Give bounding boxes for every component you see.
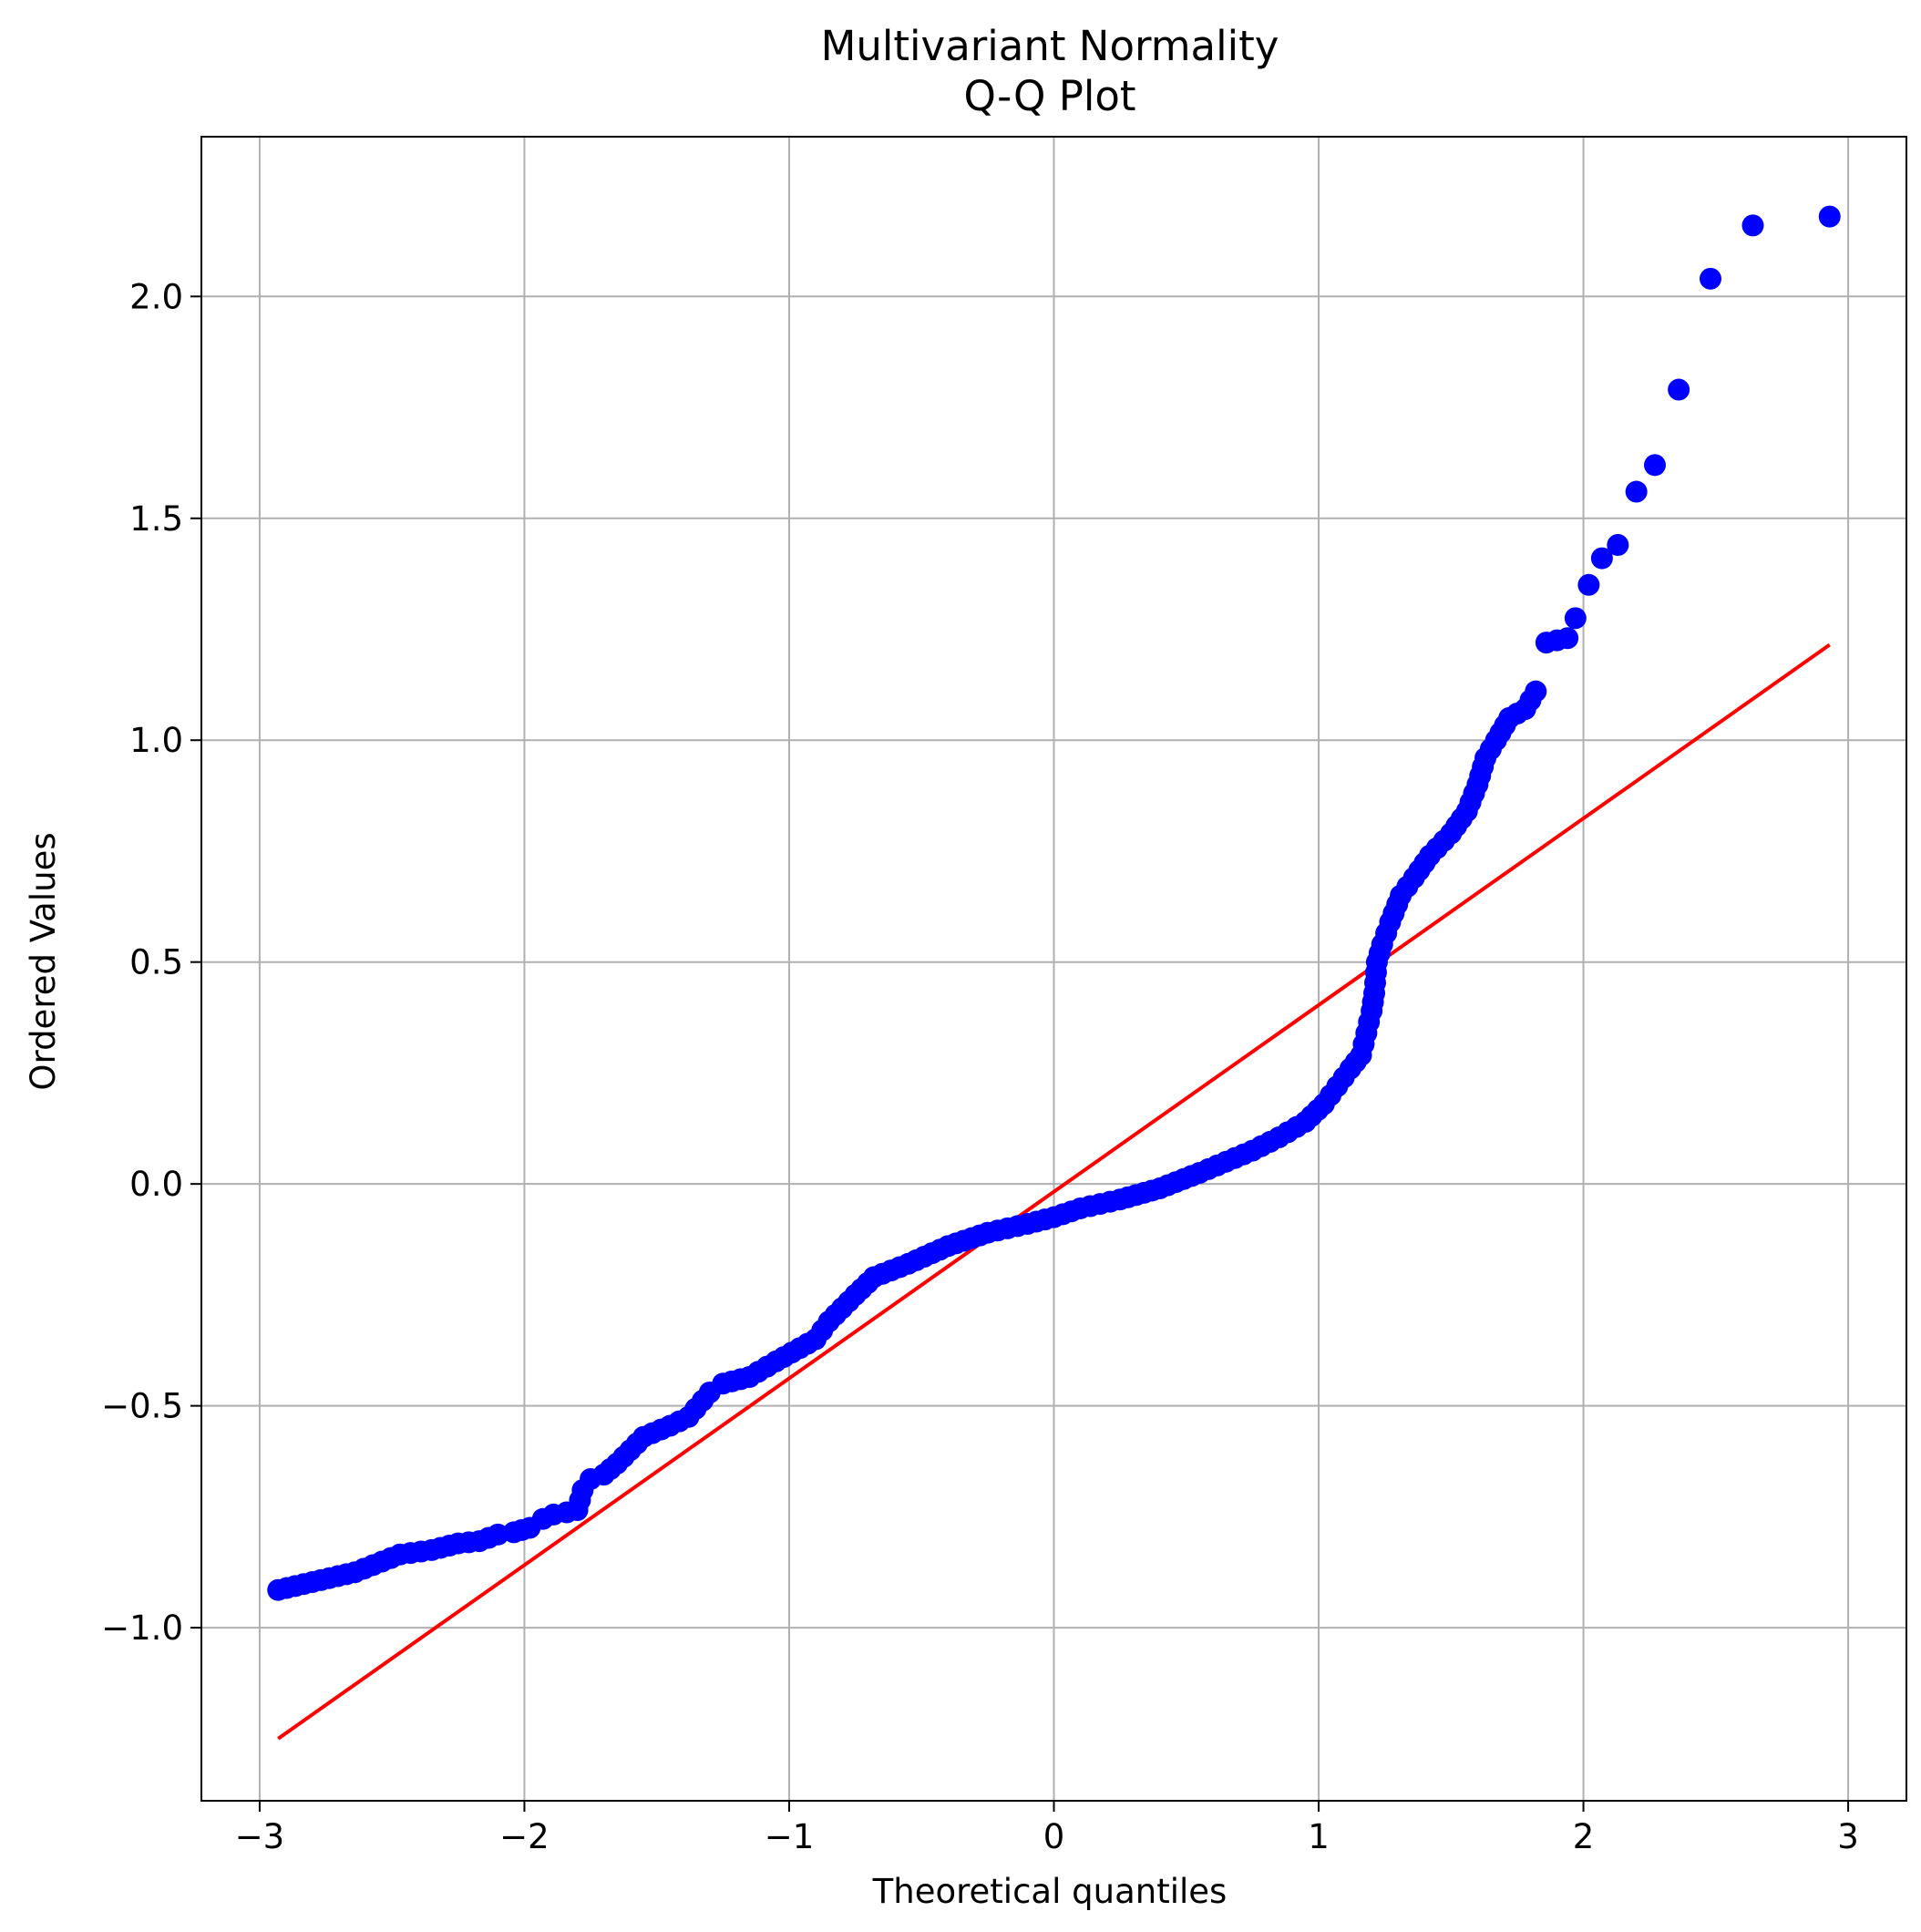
data-point [1668, 378, 1690, 401]
data-point [1625, 480, 1648, 503]
data-point [729, 1368, 752, 1391]
y-tick-label: −1.0 [101, 1608, 183, 1648]
data-point [1332, 1066, 1355, 1089]
x-tick-label: −3 [235, 1817, 285, 1856]
fit-line [277, 642, 1831, 1741]
data-point [1060, 1200, 1083, 1223]
data-point [1450, 807, 1473, 830]
x-tick-label: 2 [1573, 1817, 1595, 1856]
data-point [1396, 875, 1419, 898]
y-axis-ticks: −1.0 −0.5 0.0 0.5 1.0 1.5 2.0 [101, 277, 201, 1648]
data-point [510, 1518, 533, 1541]
data-point [438, 1535, 461, 1557]
data-point [410, 1540, 433, 1563]
data-point [335, 1563, 358, 1586]
data-point [457, 1531, 480, 1554]
data-point [1320, 1084, 1342, 1106]
data-point [1643, 454, 1666, 477]
data-point [1206, 1154, 1228, 1177]
data-point [1033, 1208, 1056, 1231]
data-point [1577, 573, 1600, 596]
data-point [1006, 1215, 1029, 1238]
chart-subtitle: Q-Q Plot [963, 72, 1135, 120]
data-point [1358, 1011, 1381, 1033]
fit-line-layer [277, 642, 1831, 1741]
x-tick-label: 1 [1308, 1817, 1330, 1856]
x-tick-label: −2 [499, 1817, 550, 1856]
data-point [612, 1445, 635, 1468]
data-point [1519, 689, 1542, 712]
y-tick-label: −0.5 [101, 1387, 183, 1426]
x-tick-label: −1 [765, 1817, 815, 1856]
data-point [1564, 607, 1587, 630]
x-axis-ticks: −3 −2 −1 0 1 2 3 [235, 1801, 1859, 1856]
data-point [1463, 782, 1485, 805]
data-point [1607, 533, 1629, 556]
data-point [1433, 829, 1455, 852]
data-point [1361, 991, 1384, 1013]
data-point [755, 1355, 778, 1378]
data-point [1479, 737, 1502, 760]
x-tick-label: 3 [1837, 1817, 1859, 1856]
data-point [625, 1433, 648, 1455]
data-point [1505, 703, 1528, 725]
grid-lines [201, 137, 1906, 1801]
data-point [1258, 1130, 1281, 1153]
data-point [796, 1332, 819, 1355]
data-points-layer [267, 205, 1841, 1601]
data-point [1307, 1099, 1330, 1122]
data-point [1285, 1115, 1308, 1138]
data-point [1741, 214, 1764, 237]
data-point [650, 1418, 673, 1441]
chart-title: Multivariant Normality [821, 22, 1279, 70]
data-point [380, 1547, 403, 1569]
data-point [1364, 961, 1387, 984]
y-tick-label: 2.0 [129, 277, 183, 316]
data-point [1232, 1143, 1255, 1166]
data-point [692, 1389, 714, 1412]
data-point [668, 1410, 691, 1433]
y-tick-label: 0.0 [129, 1165, 183, 1204]
data-point [1413, 851, 1436, 874]
data-point [1590, 547, 1613, 570]
data-point [811, 1319, 834, 1341]
data-point [1556, 627, 1579, 650]
data-point [1700, 267, 1722, 290]
data-point [1818, 205, 1841, 228]
data-point [1472, 755, 1495, 778]
data-point [969, 1224, 991, 1247]
data-point [889, 1256, 911, 1279]
data-point [1180, 1165, 1203, 1187]
data-point [1099, 1190, 1122, 1213]
x-axis-label: Theoretical quantiles [872, 1872, 1228, 1911]
data-point [1352, 1033, 1375, 1055]
y-axis-label: Ordered Values [24, 832, 63, 1090]
y-tick-label: 1.0 [129, 721, 183, 760]
data-point [478, 1526, 500, 1549]
y-tick-label: 0.5 [129, 943, 183, 982]
y-tick-label: 1.5 [129, 499, 183, 539]
data-point [1375, 922, 1398, 945]
data-point [1368, 941, 1391, 964]
data-point [569, 1489, 591, 1512]
data-point [1344, 1051, 1367, 1074]
data-point [1386, 893, 1409, 916]
x-tick-label: 0 [1043, 1817, 1065, 1856]
